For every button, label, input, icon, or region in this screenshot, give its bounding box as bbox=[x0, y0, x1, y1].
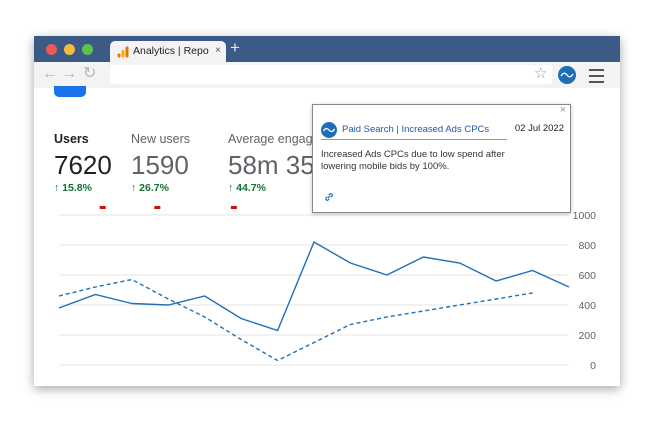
annotation-title: Paid Search | Increased Ads CPCs bbox=[342, 124, 490, 135]
annotation-marker[interactable] bbox=[99, 206, 106, 209]
metric-change: ↑ 15.8% bbox=[54, 182, 92, 194]
metric-change: ↑ 26.7% bbox=[131, 182, 169, 194]
browser-toolbar: ← → ↻ ☆ bbox=[34, 62, 620, 88]
metric-label: Users bbox=[54, 132, 89, 146]
y-tick-label: 0 bbox=[590, 360, 596, 372]
metric-value: 58m 35s bbox=[228, 150, 328, 180]
profile-avatar[interactable] bbox=[558, 66, 576, 84]
analytics-report: Users 7620 ↑ 15.8% New users 1590 ↑ 26.7… bbox=[34, 86, 620, 386]
reload-icon[interactable]: ↻ bbox=[83, 65, 97, 82]
users-line-chart: 1000 800 600 400 200 0 bbox=[58, 206, 597, 372]
y-tick-label: 1000 bbox=[573, 210, 597, 222]
close-window-button[interactable] bbox=[46, 44, 57, 55]
address-bar[interactable] bbox=[110, 65, 552, 84]
browser-tab[interactable]: Analytics | Reports × bbox=[110, 41, 226, 62]
analytics-logo-icon bbox=[117, 46, 129, 58]
metric-label: New users bbox=[131, 132, 191, 146]
y-tick-label: 600 bbox=[578, 270, 596, 282]
primary-button-edge[interactable] bbox=[54, 86, 86, 97]
back-arrow-icon[interactable]: ← bbox=[42, 65, 58, 82]
new-tab-button[interactable]: + bbox=[230, 38, 240, 57]
metric-card-new-users[interactable]: New users 1590 ↑ 26.7% bbox=[131, 132, 190, 194]
browser-menu-icon[interactable] bbox=[589, 69, 604, 87]
annotation-popup: × Paid Search | Increased Ads CPCs 02 Ju… bbox=[312, 104, 571, 213]
annotation-divider bbox=[321, 139, 507, 140]
tab-title: Analytics | Reports bbox=[133, 45, 209, 57]
title-bar: Analytics | Reports × + bbox=[34, 36, 620, 62]
maximize-window-button[interactable] bbox=[82, 44, 93, 55]
metric-value: 1590 bbox=[131, 150, 189, 180]
close-tab-icon[interactable]: × bbox=[215, 45, 221, 56]
metric-change: ↑ 44.7% bbox=[228, 182, 266, 194]
minimize-window-button[interactable] bbox=[64, 44, 75, 55]
y-tick-label: 200 bbox=[578, 330, 596, 342]
y-tick-label: 400 bbox=[578, 300, 596, 312]
users-series-line bbox=[58, 240, 570, 332]
y-tick-label: 800 bbox=[578, 240, 596, 252]
close-icon[interactable]: × bbox=[559, 104, 566, 116]
annotation-date: 02 Jul 2022 bbox=[514, 123, 564, 134]
annotation-description: Increased Ads CPCs due to low spend afte… bbox=[321, 149, 505, 172]
browser-window: Analytics | Reports × + ← → ↻ ☆ Users 76… bbox=[34, 36, 620, 386]
link-icon[interactable] bbox=[323, 191, 335, 203]
forward-arrow-icon[interactable]: → bbox=[61, 65, 77, 82]
annotation-marker[interactable] bbox=[230, 206, 237, 209]
annotation-wave-icon bbox=[321, 122, 337, 138]
metric-card-users[interactable]: Users 7620 ↑ 15.8% bbox=[54, 132, 112, 194]
comparison-series-line bbox=[58, 278, 533, 362]
metric-value: 7620 bbox=[54, 150, 112, 180]
bookmark-star-icon[interactable]: ☆ bbox=[534, 65, 548, 82]
annotation-marker[interactable] bbox=[154, 206, 161, 209]
